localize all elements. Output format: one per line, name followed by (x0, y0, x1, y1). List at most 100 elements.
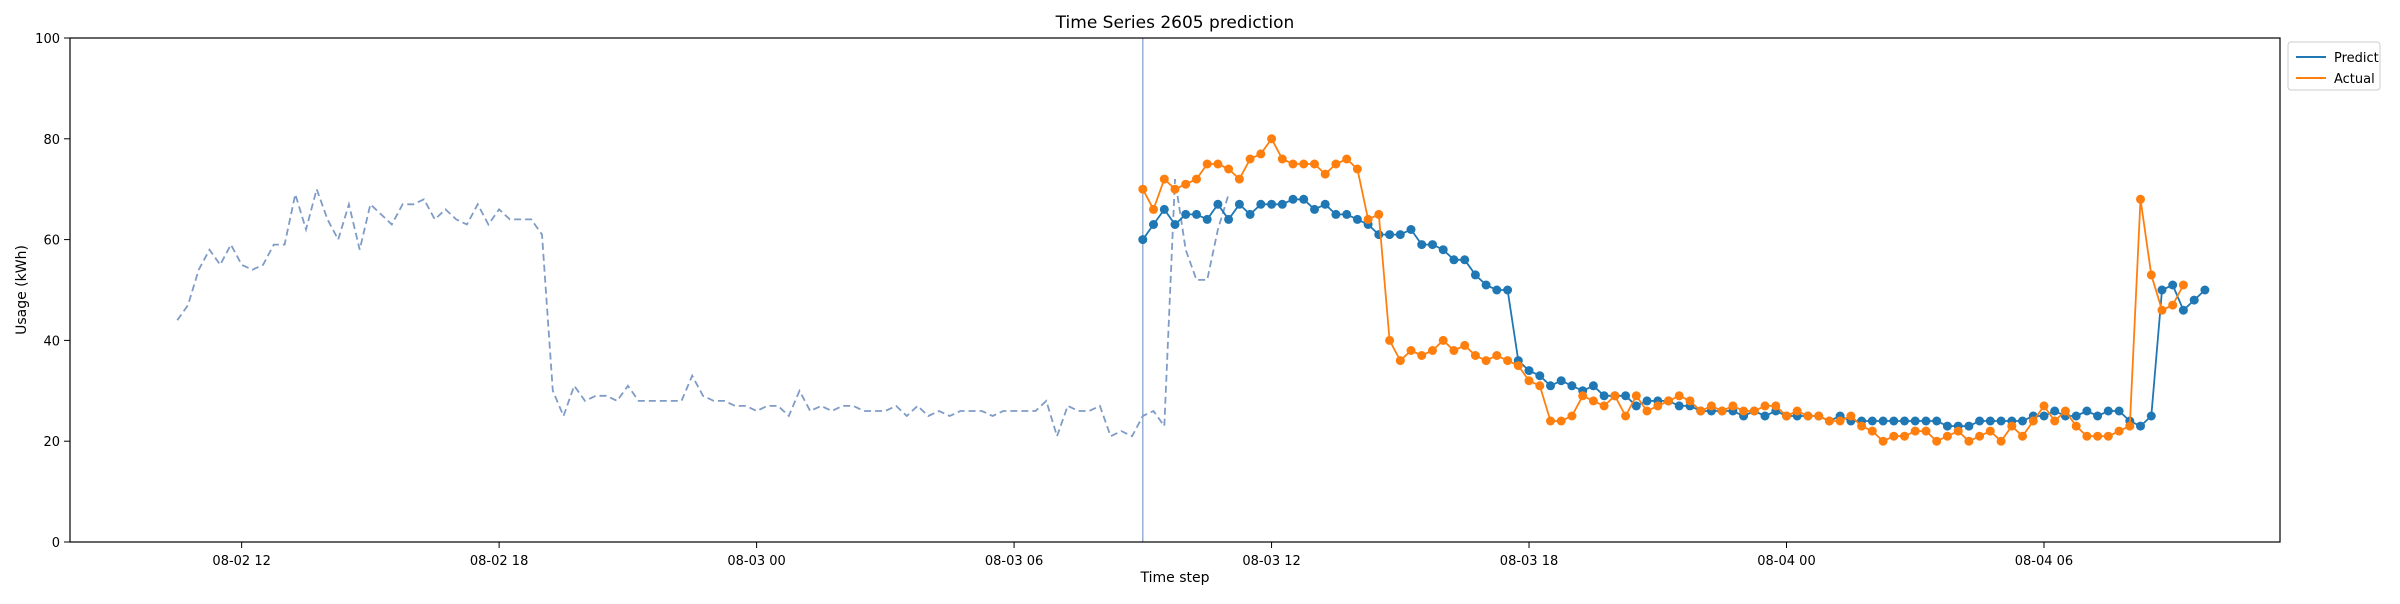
data-point-actual (1320, 169, 1330, 179)
data-point-predict (1277, 199, 1287, 209)
data-point-predict (1760, 411, 1770, 421)
data-point-actual (1385, 335, 1395, 345)
data-point-actual (1428, 346, 1437, 355)
data-point-predict (2093, 411, 2103, 421)
data-point-predict (1460, 255, 1470, 265)
axes: 0 20 40 60 80 100 08-02 12 08-02 18 08-03 00 08-0… (35, 32, 2073, 569)
data-point-actual (1749, 406, 1759, 416)
data-point-actual (1513, 361, 1523, 371)
data-point-actual (1546, 416, 1555, 426)
data-point-actual (1299, 159, 1309, 169)
data-point-actual (1578, 391, 1588, 401)
data-point-predict (1567, 381, 1577, 391)
y-tick-label: 0 (52, 536, 60, 551)
y-tick-label: 20 (43, 435, 60, 450)
data-point-predict (2136, 421, 2145, 431)
data-point-actual (1706, 401, 1716, 411)
plot-frame (69, 37, 2281, 543)
data-point-predict (1889, 416, 1899, 426)
x-tick-label: 08-02 12 (212, 554, 270, 569)
data-point-predict (1299, 194, 1309, 204)
data-point-predict (1149, 220, 1158, 229)
data-point-actual (2007, 421, 2017, 431)
data-point-actual (2103, 431, 2113, 441)
data-point-actual (1599, 401, 1609, 411)
data-point-predict (1234, 199, 1244, 209)
data-point-predict (1546, 381, 1555, 391)
data-point-actual (1771, 401, 1781, 411)
data-point-predict (1985, 416, 1995, 426)
data-point-actual (1470, 351, 1480, 360)
data-point-predict (1996, 416, 2006, 426)
y-axis-label: Usage (kWh) (14, 245, 30, 335)
data-point-predict (1878, 416, 1888, 426)
data-point-predict (1320, 199, 1330, 209)
y-tick-label: 100 (35, 32, 60, 47)
data-point-predict (1481, 280, 1491, 290)
data-point-actual (1277, 154, 1287, 164)
history-line (176, 178, 1230, 440)
data-point-predict (1921, 416, 1931, 426)
data-point-actual (1588, 396, 1598, 406)
data-point-predict (1867, 416, 1877, 426)
data-point-predict (1310, 204, 1319, 214)
data-point-predict (2168, 280, 2178, 290)
data-point-actual (1310, 159, 1319, 169)
data-point-predict (1224, 214, 1234, 224)
legend-label-actual: Actual (2334, 72, 2375, 87)
data-point-actual (1138, 184, 1148, 194)
data-point-actual (1417, 351, 1427, 360)
data-point-actual (1921, 426, 1931, 436)
x-tick-label: 08-03 18 (1500, 554, 1558, 569)
data-point-predict (1964, 421, 1974, 431)
data-point-actual (2039, 401, 2049, 411)
data-point-actual (1460, 340, 1470, 350)
data-point-predict (1288, 194, 1298, 204)
data-point-actual (1288, 159, 1298, 169)
series-line-actual (1142, 137, 2185, 443)
data-point-predict (1556, 376, 1566, 386)
data-point-actual (1481, 356, 1491, 366)
data-point-predict (2178, 305, 2188, 315)
data-point-actual (1653, 401, 1663, 411)
legend-label-predict: Predict (2334, 51, 2379, 66)
data-point-actual (1170, 184, 1180, 194)
data-point-predict (1524, 366, 1534, 376)
data-point-actual (2146, 270, 2156, 280)
data-point-actual (1503, 356, 1513, 366)
data-point-actual (1149, 204, 1158, 214)
data-point-actual (1181, 179, 1191, 189)
data-point-actual (1889, 431, 1899, 441)
data-point-actual (2071, 421, 2081, 431)
data-point-predict (1331, 209, 1341, 219)
data-point-actual (1449, 346, 1459, 355)
data-point-predict (1267, 199, 1277, 209)
data-point-predict (2146, 411, 2156, 421)
data-point-actual (1760, 401, 1770, 411)
data-point-predict (1342, 209, 1352, 219)
data-point-actual (2028, 416, 2038, 426)
data-point-actual (1728, 401, 1738, 411)
y-tick-label: 40 (43, 334, 60, 349)
x-tick-label: 08-03 06 (985, 554, 1043, 569)
x-tick-label: 08-03 12 (1242, 554, 1300, 569)
data-point-actual (1696, 406, 1706, 416)
data-point-actual (1792, 406, 1802, 416)
data-point-actual (1642, 406, 1652, 416)
data-point-actual (1342, 154, 1352, 164)
data-point-actual (1567, 411, 1577, 421)
data-point-actual (1159, 174, 1169, 184)
x-tick-label: 08-04 00 (1757, 554, 1815, 569)
data-point-actual (1438, 335, 1448, 345)
data-point-actual (1867, 426, 1877, 436)
data-point-actual (1192, 174, 1201, 184)
y-tick-label: 60 (43, 234, 60, 249)
data-point-actual (1363, 214, 1373, 224)
data-point-actual (1985, 426, 1995, 436)
data-point-actual (1674, 391, 1684, 401)
data-point-predict (1385, 230, 1395, 240)
data-point-actual (2082, 431, 2092, 441)
data-point-predict (1256, 199, 1266, 209)
data-point-actual (2114, 426, 2124, 436)
